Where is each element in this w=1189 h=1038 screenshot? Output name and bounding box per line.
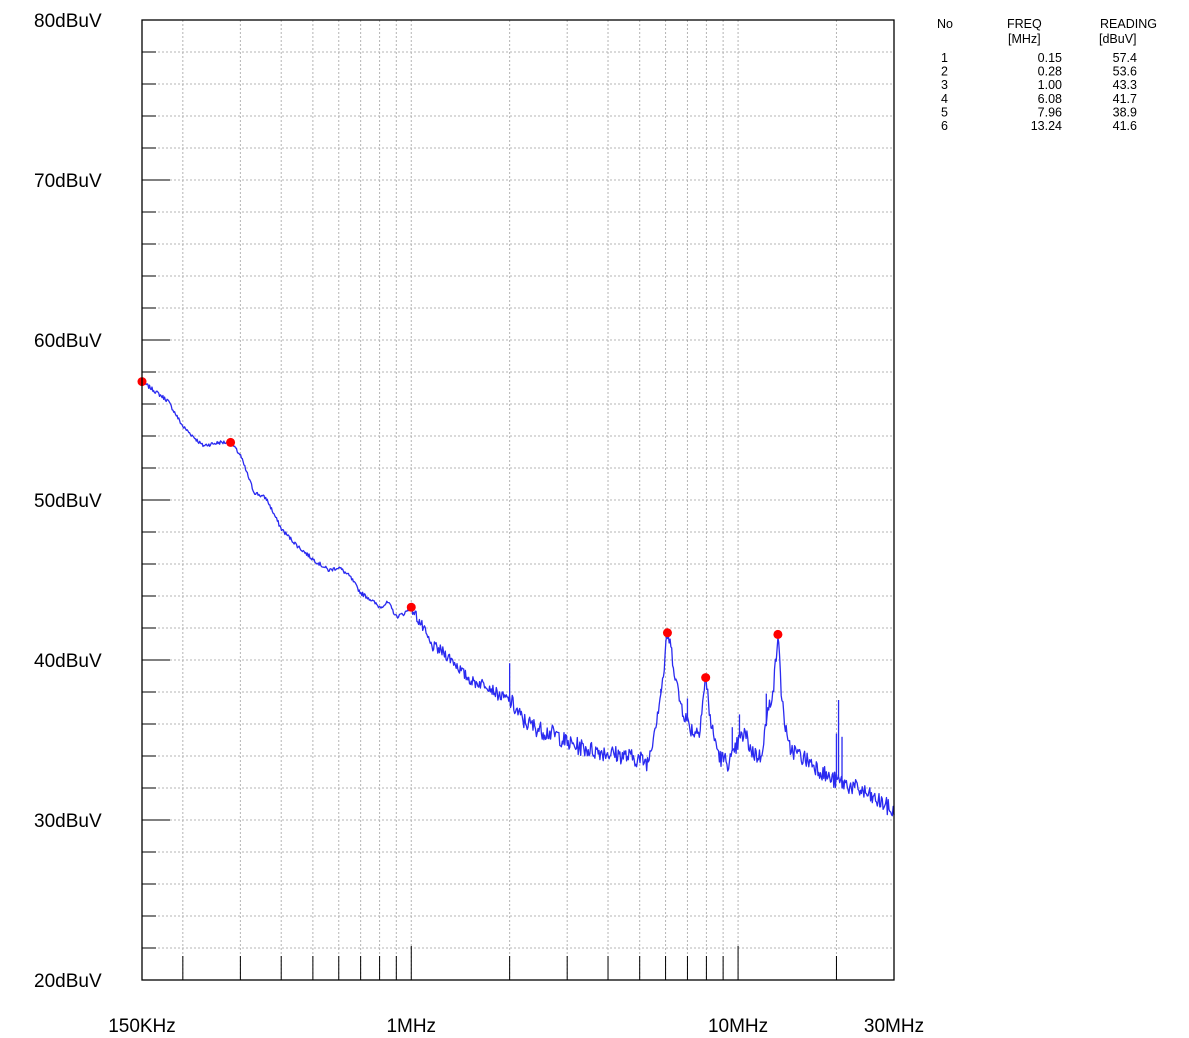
trace-line [141,380,895,817]
table-cell-no: 5 [941,105,948,119]
peak-marker [662,628,672,638]
table-cell-freq: 0.28 [1038,65,1062,79]
table-cell-reading: 43.3 [1113,78,1137,92]
table-cell-reading: 41.7 [1113,92,1137,106]
table-cell-reading: 53.6 [1113,65,1137,79]
table-cell-freq: 6.08 [1038,92,1062,106]
table-cell-no: 2 [941,65,948,79]
table-cell-freq: 0.15 [1038,51,1062,65]
markers [137,377,783,683]
table-rows: 1 0.15 57.4 2 0.28 53.6 3 1.00 43.3 4 6.08 41.7 5 7.9… [941,51,1137,133]
table-header-reading-unit: [dBuV] [1099,32,1137,46]
x-tick-label: 10MHz [708,1016,768,1037]
table-cell-no: 1 [941,51,948,65]
table-header-reading: READING [1100,17,1157,31]
minor-ticks [142,51,837,980]
table-cell-freq: 7.96 [1038,105,1062,119]
x-tick-labels: 150KHz 1MHz 10MHz 30MHz [108,1016,924,1037]
y-tick-labels: 80dBuV 70dBuV 60dBuV 50dBuV 40dBuV 30dBuV 20dB… [34,11,102,992]
y-tick-label: 30dBuV [34,811,102,832]
table-cell-no: 3 [941,78,948,92]
table-header-no: No [937,17,953,31]
peak-marker [406,602,416,612]
table-cell-no: 6 [941,119,948,133]
x-tick-label: 150KHz [108,1016,176,1037]
trace [141,380,895,817]
peak-marker [773,629,783,639]
grid [142,20,894,980]
table-cell-reading: 57.4 [1113,51,1137,65]
y-tick-label: 40dBuV [34,651,102,672]
table-header-freq-unit: [MHz] [1008,32,1041,46]
x-tick-label: 1MHz [386,1016,436,1037]
y-tick-label: 70dBuV [34,171,102,192]
table-cell-reading: 38.9 [1113,105,1137,119]
peak-marker [226,437,236,447]
plot-frame [141,19,895,981]
table-cell-reading: 41.6 [1113,119,1137,133]
y-tick-label: 60dBuV [34,331,102,352]
table-cell-freq: 13.24 [1031,119,1062,133]
y-tick-label: 20dBuV [34,971,102,992]
marker-table: No FREQ [MHz] READING [dBuV] 1 0.15 57.4 2 0… [937,17,1157,133]
table-header-freq: FREQ [1007,17,1042,31]
table-cell-no: 4 [941,92,948,106]
peak-marker [701,673,711,683]
y-tick-label: 50dBuV [34,491,102,512]
y-tick-label: 80dBuV [34,11,102,32]
table-cell-freq: 1.00 [1038,78,1062,92]
x-tick-label: 30MHz [864,1016,924,1037]
